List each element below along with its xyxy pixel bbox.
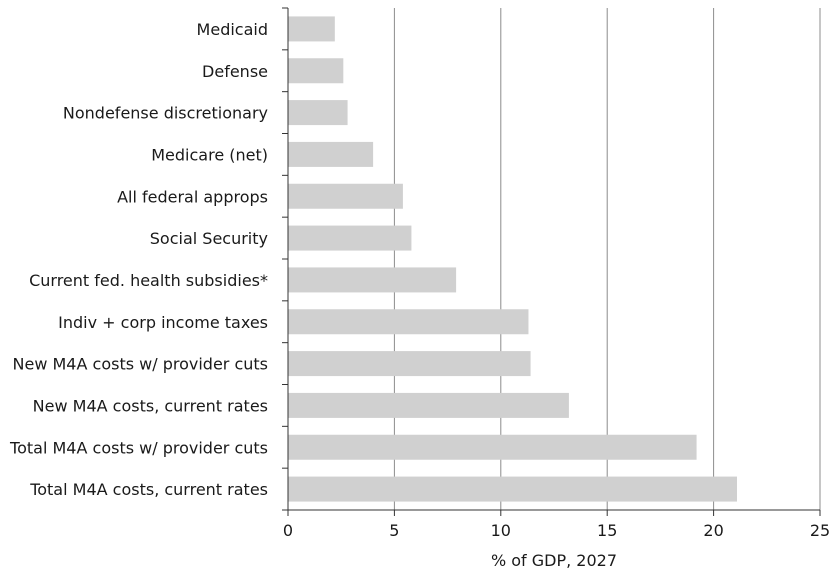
bars: [288, 16, 738, 502]
category-label: Social Security: [150, 229, 268, 248]
x-tick-label: 25: [810, 521, 830, 540]
category-label: Total M4A costs w/ provider cuts: [9, 438, 268, 457]
category-label: Indiv + corp income taxes: [58, 313, 268, 332]
bar-3: [288, 100, 348, 126]
bar-10: [288, 392, 569, 418]
x-tick-labels: 0 5 10 15 20 25: [283, 521, 830, 540]
bar-2: [288, 58, 344, 84]
bar-7: [288, 267, 457, 293]
bar-12: [288, 476, 738, 502]
bar-11: [288, 434, 697, 460]
bar-4: [288, 141, 374, 167]
category-label: Medicaid: [197, 20, 268, 39]
category-label: New M4A costs w/ provider cuts: [13, 355, 268, 374]
x-tick-label: 20: [703, 521, 723, 540]
category-label: Current fed. health subsidies*: [29, 271, 268, 290]
bar-5: [288, 183, 403, 209]
axes: [282, 7, 821, 516]
bar-8: [288, 309, 529, 335]
bar-1: [288, 16, 335, 42]
category-labels: Medicaid Defense Nondefense discretionary M…: [9, 20, 268, 499]
x-tick-label: 10: [491, 521, 511, 540]
category-label: Total M4A costs, current rates: [29, 480, 268, 499]
category-label: All federal approps: [117, 187, 268, 206]
bar-9: [288, 351, 531, 377]
category-label: New M4A costs, current rates: [33, 396, 268, 415]
x-tick-label: 15: [597, 521, 617, 540]
x-tick-label: 0: [283, 521, 293, 540]
gridlines: [393, 8, 821, 510]
category-label: Defense: [202, 62, 268, 81]
bar-6: [288, 225, 412, 251]
x-axis-label: % of GDP, 2027: [491, 551, 617, 570]
category-label: Nondefense discretionary: [63, 104, 268, 123]
x-tick-label: 5: [389, 521, 399, 540]
category-label: Medicare (net): [151, 145, 268, 164]
